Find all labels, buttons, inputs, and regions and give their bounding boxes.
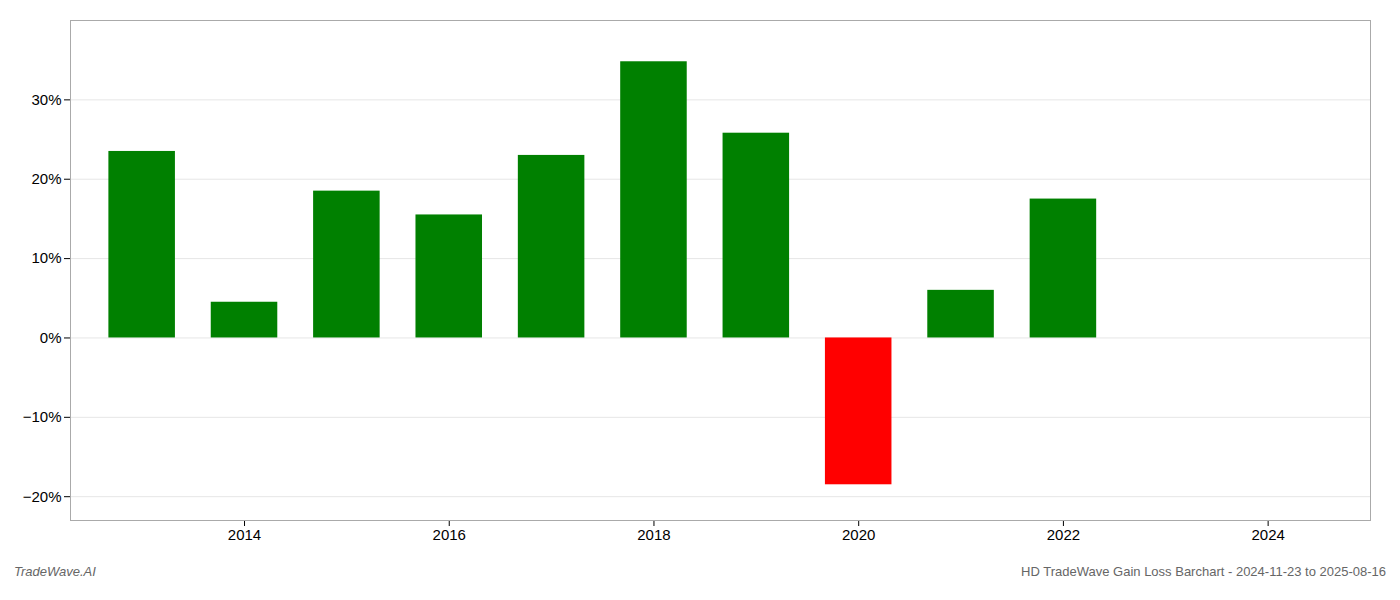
svg-text:2014: 2014 <box>228 526 261 543</box>
svg-text:2018: 2018 <box>637 526 670 543</box>
svg-text:0%: 0% <box>40 329 62 346</box>
svg-text:30%: 30% <box>31 91 61 108</box>
svg-text:2016: 2016 <box>433 526 466 543</box>
svg-text:−10%: −10% <box>23 408 62 425</box>
svg-text:10%: 10% <box>31 249 61 266</box>
svg-text:−20%: −20% <box>23 487 62 504</box>
svg-text:2022: 2022 <box>1047 526 1080 543</box>
svg-text:2020: 2020 <box>842 526 875 543</box>
svg-text:20%: 20% <box>31 170 61 187</box>
html-text:TradeWave.AI: TradeWave.AI <box>14 564 96 579</box>
html-text:HD TradeWave Gain Loss Barchar: HD TradeWave Gain Loss Barchart - 2024-1… <box>1021 564 1386 579</box>
svg-text:2024: 2024 <box>1251 526 1284 543</box>
